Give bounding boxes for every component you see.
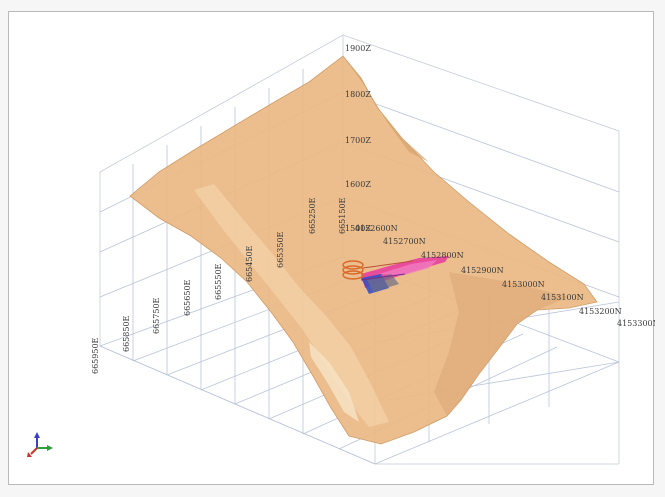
- orebody-orange-coil-2: [342, 265, 364, 275]
- east-label: 665950E: [91, 337, 100, 374]
- 3d-scene[interactable]: 1900Z 1800Z 1700Z 1600Z 1500Z 4152600N 4…: [9, 12, 655, 486]
- z-label: 1800Z: [345, 90, 371, 99]
- east-label: 665150E: [338, 197, 347, 234]
- east-label: 665750E: [152, 297, 161, 334]
- east-label: 665450E: [245, 245, 254, 282]
- north-axis-labels: 4152600N 4152700N 4152800N 4152900N 4153…: [355, 224, 655, 328]
- terrain-surface[interactable]: [129, 55, 598, 445]
- east-axis-labels: 665150E 665250E 665350E 665450E 665550E …: [91, 197, 347, 374]
- north-label: 4152700N: [383, 237, 426, 246]
- z-axis-labels: 1900Z 1800Z 1700Z 1600Z 1500Z: [345, 44, 371, 233]
- orebody-orange-coil-1: [342, 260, 364, 270]
- east-label: 665650E: [183, 279, 192, 316]
- z-label: 1700Z: [345, 136, 371, 145]
- z-label: 1600Z: [345, 180, 371, 189]
- orebody-pink-tail: [379, 260, 437, 276]
- terrain-lower-shading: [434, 272, 569, 416]
- 3d-viewport[interactable]: 1900Z 1800Z 1700Z 1600Z 1500Z 4152600N 4…: [8, 11, 655, 486]
- drillhole-trace: [362, 260, 414, 269]
- z-label: 1900Z: [345, 44, 371, 53]
- drillhole-trace-2: [360, 273, 406, 281]
- east-label: 665550E: [214, 263, 223, 300]
- north-label: 4153200N: [579, 307, 622, 316]
- north-label: 4152600N: [355, 224, 398, 233]
- terrain-ridge-shading: [194, 184, 389, 427]
- east-label: 665250E: [308, 197, 317, 234]
- terrain-highlight: [309, 342, 359, 422]
- z-label: 1500Z: [345, 224, 371, 233]
- east-label: 665350E: [276, 231, 285, 268]
- north-label: 4152800N: [421, 251, 464, 260]
- orebody-orange-coil-3: [342, 270, 364, 280]
- north-label: 4153000N: [502, 280, 545, 289]
- east-label: 665850E: [122, 315, 131, 352]
- xyz-axis-triad-icon: [27, 432, 53, 457]
- north-label: 4153300N: [617, 319, 655, 328]
- orebody-model[interactable]: [342, 256, 449, 294]
- north-label: 4153100N: [541, 293, 584, 302]
- terrain-valley-shading: [343, 56, 429, 162]
- north-label: 4152900N: [461, 266, 504, 275]
